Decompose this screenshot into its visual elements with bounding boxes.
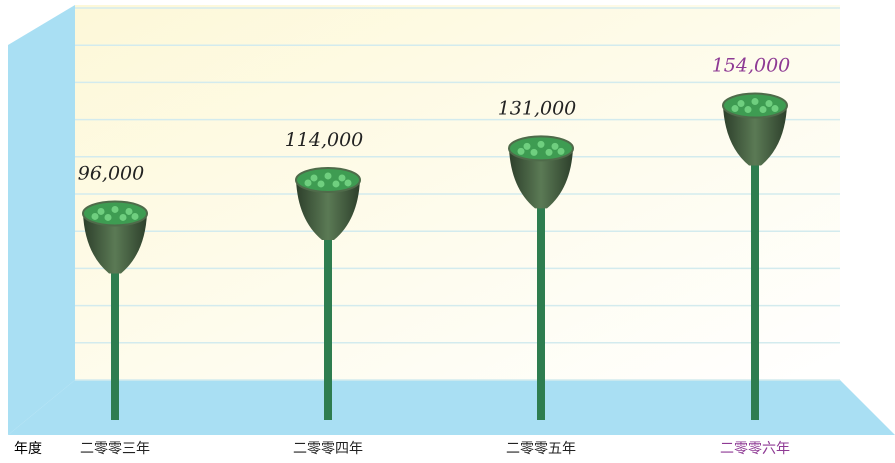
pod <box>509 148 573 209</box>
pod <box>723 105 787 166</box>
pod-seed <box>91 212 99 220</box>
pod-seed <box>751 98 759 106</box>
floor <box>8 380 895 435</box>
pod-seed <box>759 106 767 114</box>
pod-seed <box>744 106 752 114</box>
pod-top <box>508 135 574 162</box>
pod-seed <box>317 180 325 188</box>
value-label: 114,000 <box>285 129 364 151</box>
pod-seed <box>523 142 531 150</box>
pod-seed <box>771 105 779 113</box>
x-tick-label: 二零零三年 <box>80 441 150 457</box>
lotus-bar <box>295 166 361 420</box>
side-wall <box>8 5 75 435</box>
pod-seed <box>324 172 332 180</box>
stem <box>111 267 119 420</box>
pod-seed <box>125 207 133 215</box>
pod-seed <box>530 148 538 156</box>
pod-seed <box>332 180 340 188</box>
pod-seed <box>557 147 565 155</box>
pod-seed <box>765 100 773 108</box>
back-wall <box>75 5 840 380</box>
pod-seed <box>310 174 318 182</box>
pod-seed <box>344 179 352 187</box>
pod-seed <box>551 142 559 150</box>
pod-seed <box>104 213 112 221</box>
pod-seed <box>119 213 127 221</box>
pod-seed <box>731 105 739 113</box>
pod-top <box>722 92 788 119</box>
stem <box>537 202 545 420</box>
pod-seed <box>737 100 745 108</box>
pod-seed <box>537 140 545 148</box>
x-tick-label: 二零零四年 <box>293 441 363 457</box>
lotus-bar <box>722 92 788 420</box>
pod-seed <box>338 174 346 182</box>
x-tick-label: 二零零五年 <box>506 441 576 457</box>
value-label: 154,000 <box>712 55 791 77</box>
pod-seed <box>304 179 312 187</box>
value-label: 96,000 <box>78 162 144 184</box>
pod-seed <box>111 205 119 213</box>
x-tick-label: 二零零六年 <box>720 441 790 457</box>
pod-seed <box>97 207 105 215</box>
stem <box>751 159 759 420</box>
pod <box>83 213 147 274</box>
lotus-bar <box>82 200 148 420</box>
pod-top <box>295 166 361 193</box>
stem <box>324 233 332 420</box>
pod-top <box>82 200 148 227</box>
x-axis-label: 年度 <box>14 441 42 457</box>
lotus-bar <box>508 135 574 420</box>
pod-seed <box>131 212 139 220</box>
pod <box>296 179 360 240</box>
pod-seed <box>517 147 525 155</box>
pod-seed <box>545 148 553 156</box>
value-label: 131,000 <box>498 97 577 119</box>
